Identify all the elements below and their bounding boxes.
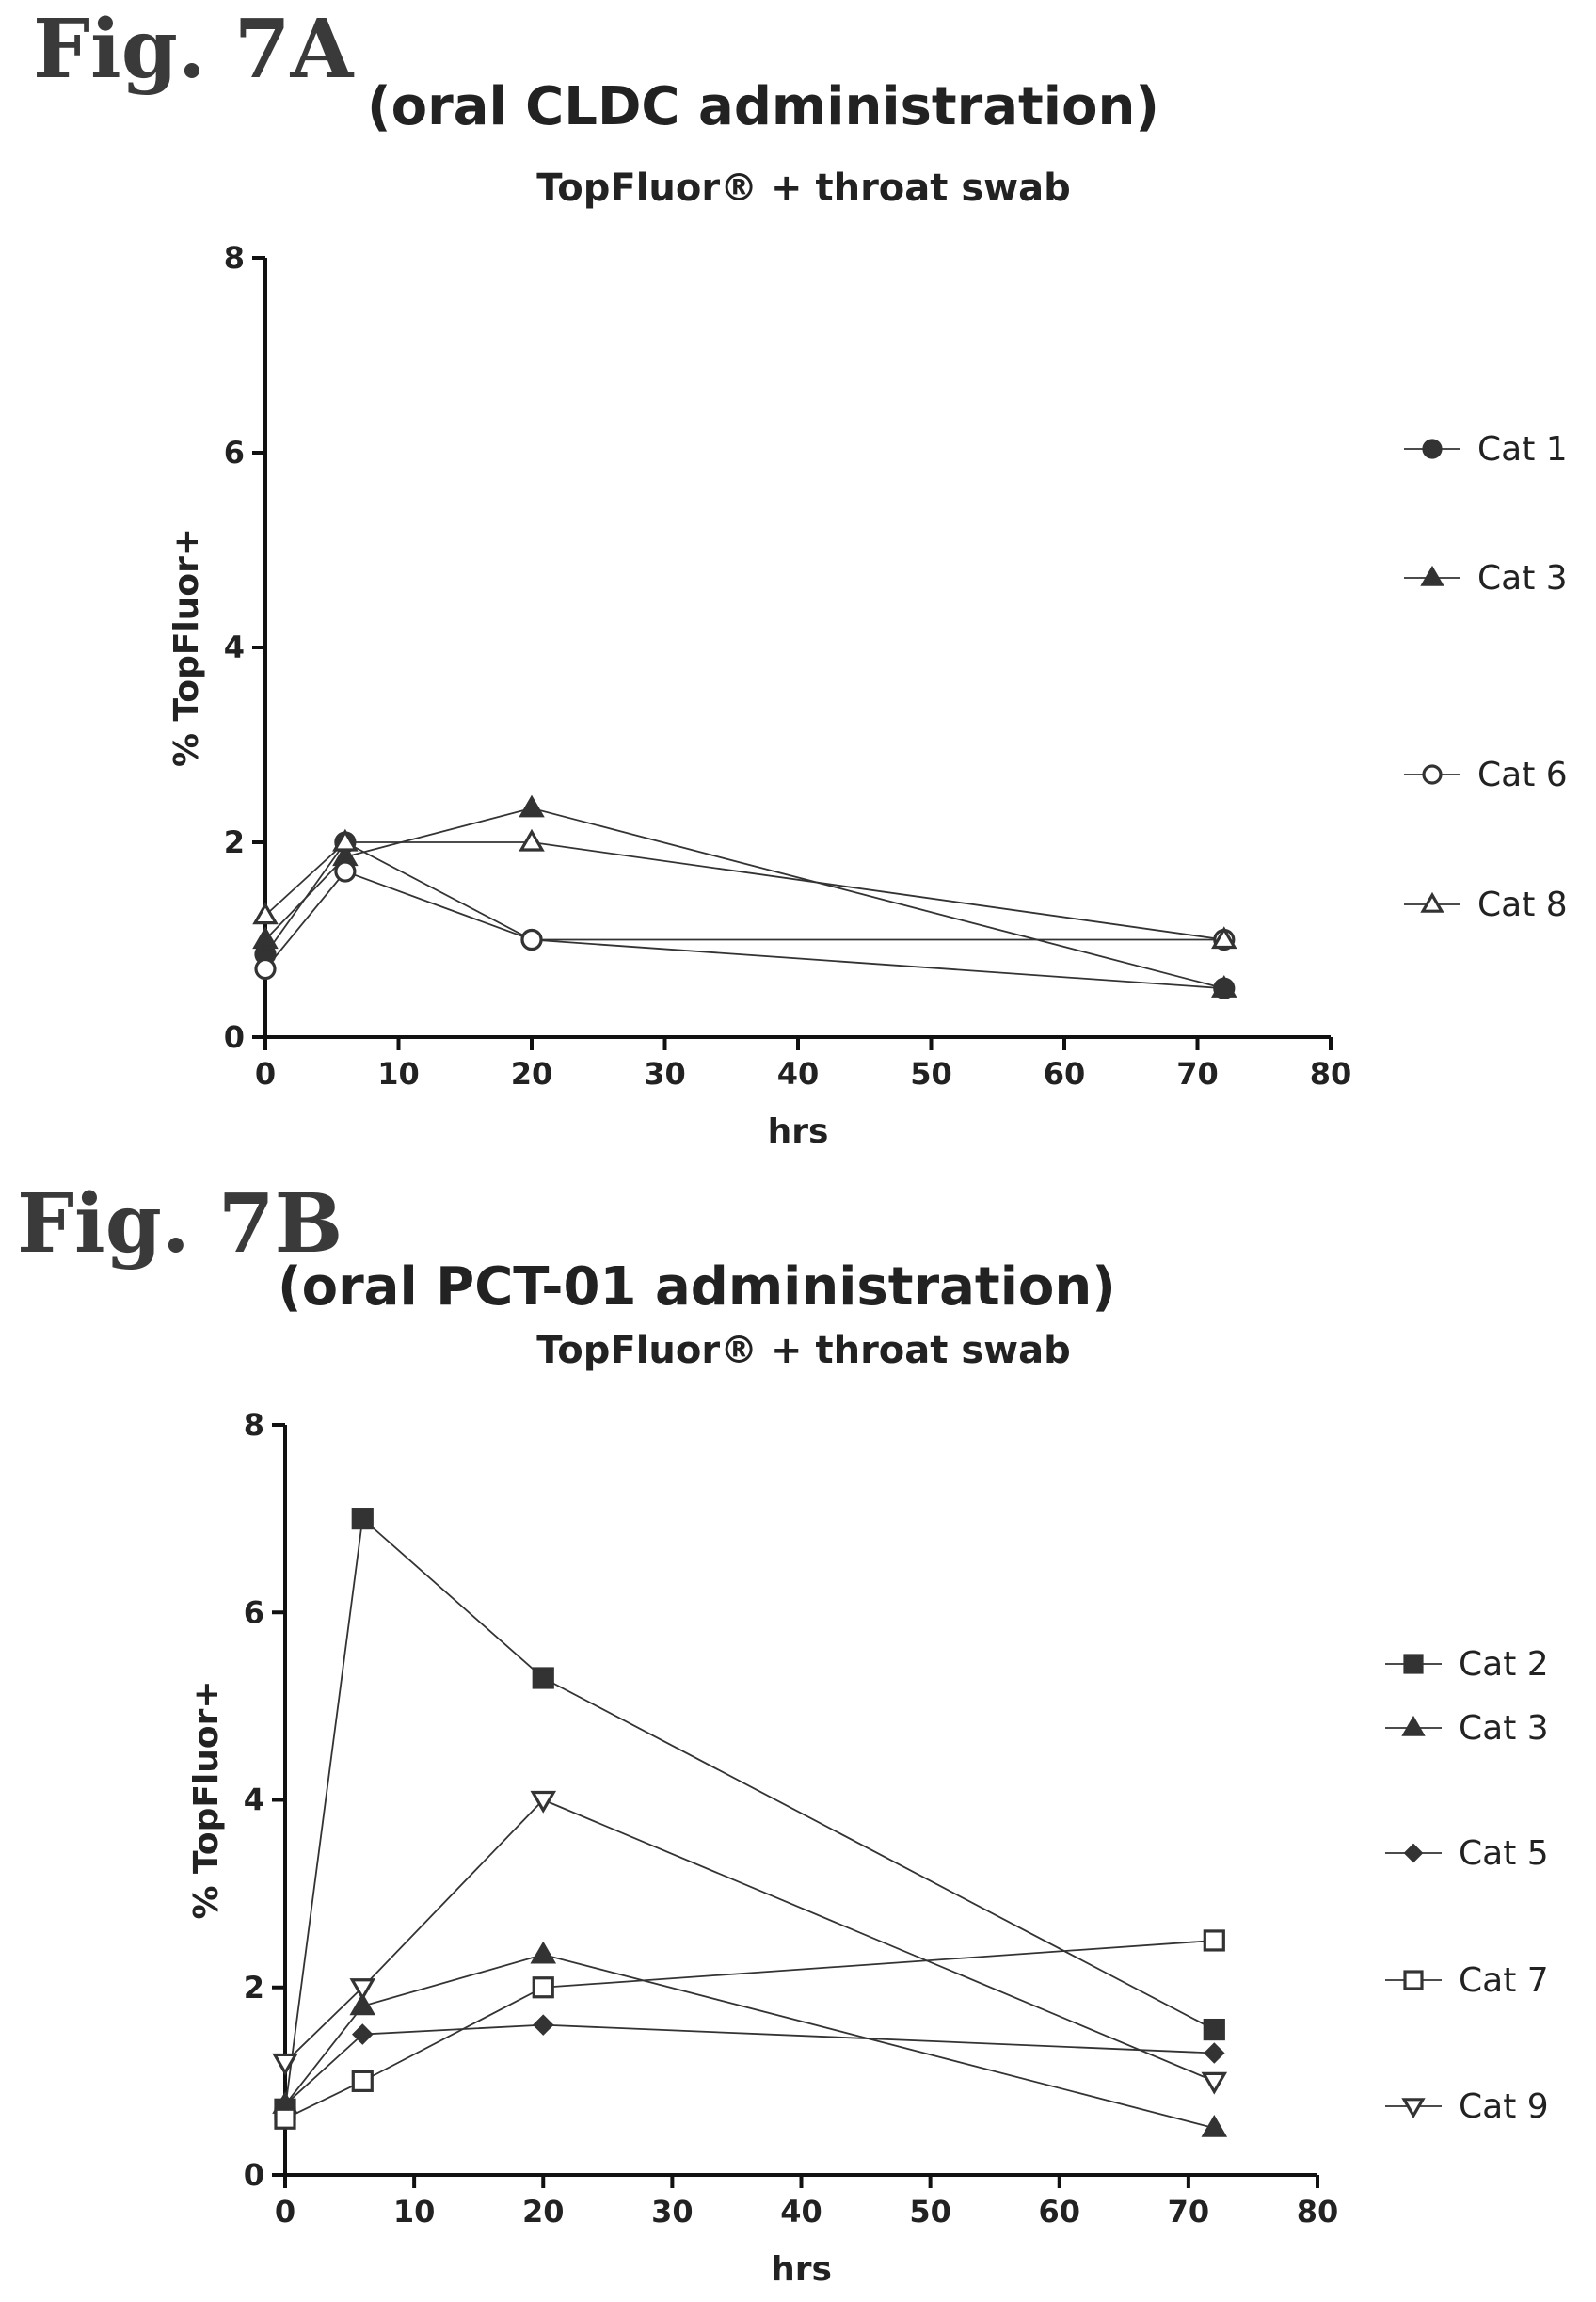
data-point-cat-8 <box>519 828 545 852</box>
y-tick-label: 2 <box>224 824 245 860</box>
legend-label: Cat 9 <box>1459 2087 1549 2126</box>
legend-marker <box>1403 1843 1424 1863</box>
data-point-cat-9 <box>1201 2071 1228 2095</box>
legend-marker <box>1422 439 1443 459</box>
data-point-cat-7 <box>351 2070 374 2092</box>
legend-label: Cat 7 <box>1459 1961 1549 2000</box>
legend-label: Cat 2 <box>1459 1645 1549 1684</box>
data-point-cat-9 <box>272 2053 298 2076</box>
data-point-cat-5 <box>532 2014 554 2036</box>
legend-label: Cat 6 <box>1477 756 1568 794</box>
x-tick-label: 30 <box>644 1056 686 1092</box>
x-tick-label: 50 <box>910 1056 952 1092</box>
x-tick-label: 70 <box>1168 2194 1210 2230</box>
y-axis-label: % TopFluor+ <box>187 1680 226 1919</box>
x-tick-label: 10 <box>377 1056 420 1092</box>
x-tick-label: 10 <box>393 2194 436 2230</box>
series-line-cat-2 <box>284 1516 1215 2110</box>
legend-marker <box>1420 565 1444 586</box>
data-point-cat-3 <box>519 794 545 818</box>
data-point-cat-9 <box>349 1978 376 2001</box>
chart-title-7a: TopFluor® + throat swab <box>536 167 1070 210</box>
data-point-cat-3 <box>1211 975 1237 998</box>
data-point-cat-3 <box>349 1992 376 2016</box>
series-line-cat-3 <box>264 807 1225 990</box>
legend-label: Cat 8 <box>1477 886 1568 924</box>
y-tick-label: 0 <box>244 2157 264 2193</box>
x-tick-label: 50 <box>909 2194 951 2230</box>
figure-label-7b: Fig. 7B <box>17 1176 343 1271</box>
y-tick-label: 4 <box>224 630 245 665</box>
data-point-cat-7 <box>532 1976 554 1999</box>
data-point-cat-6 <box>254 957 277 981</box>
data-point-cat-7 <box>274 2107 296 2130</box>
y-axis-label: % TopFluor+ <box>168 528 206 767</box>
data-point-cat-6 <box>520 928 543 951</box>
data-point-cat-5 <box>1204 2042 1225 2064</box>
series-line-cat-3 <box>284 1953 1215 2130</box>
y-tick-label: 4 <box>244 1782 264 1818</box>
data-point-cat-5 <box>352 2023 374 2045</box>
x-tick-label: 40 <box>780 2194 822 2230</box>
legend-marker <box>1401 1715 1426 1736</box>
x-axis-label: hrs <box>771 2250 832 2289</box>
legend-marker <box>1420 891 1444 913</box>
legend-label: Cat 3 <box>1477 559 1568 598</box>
data-point-cat-6 <box>334 860 357 883</box>
x-tick-label: 70 <box>1176 1056 1219 1092</box>
x-tick-label: 20 <box>522 2194 565 2230</box>
y-tick-label: 6 <box>244 1594 264 1630</box>
figure-label-7a: Fig. 7A <box>33 2 355 97</box>
y-tick-label: 8 <box>244 1407 264 1443</box>
x-tick-label: 60 <box>1044 1056 1086 1092</box>
series-line-cat-7 <box>284 1940 1215 2120</box>
x-tick-label: 0 <box>275 2194 295 2230</box>
series-line-cat-9 <box>284 1798 1215 2083</box>
legend-marker <box>1403 1970 1424 1990</box>
x-tick-label: 80 <box>1310 1056 1352 1092</box>
figure-subtitle-7b: (oral PCT-01 administration) <box>278 1256 1116 1318</box>
y-tick-label: 8 <box>224 240 245 276</box>
series-line-cat-5 <box>284 2023 1215 2105</box>
legend-marker <box>1422 764 1443 785</box>
x-axis-label: hrs <box>768 1112 829 1151</box>
data-point-cat-8 <box>332 828 359 852</box>
legend-label: Cat 3 <box>1459 1709 1549 1748</box>
data-point-cat-8 <box>252 902 279 925</box>
data-point-cat-8 <box>1211 926 1237 950</box>
legend-label: Cat 5 <box>1459 1834 1549 1873</box>
figure-subtitle-7a: (oral CLDC administration) <box>367 76 1159 137</box>
data-point-cat-2 <box>532 1667 554 1689</box>
data-point-cat-2 <box>351 1508 374 1530</box>
y-tick-label: 6 <box>224 435 245 471</box>
legend-marker <box>1403 1654 1424 1674</box>
legend-marker <box>1401 2098 1426 2119</box>
data-point-cat-7 <box>1203 1929 1225 1952</box>
x-tick-label: 60 <box>1038 2194 1080 2230</box>
data-point-cat-3 <box>530 1941 557 1964</box>
x-tick-label: 30 <box>651 2194 694 2230</box>
data-point-cat-3 <box>252 926 279 950</box>
series-line-cat-8 <box>264 841 1224 941</box>
chart-title-7b: TopFluor® + throat swab <box>536 1329 1070 1372</box>
x-tick-label: 20 <box>511 1056 553 1092</box>
y-tick-label: 2 <box>244 1970 264 2006</box>
x-tick-label: 0 <box>255 1056 276 1092</box>
legend-label: Cat 1 <box>1477 430 1568 469</box>
x-tick-label: 80 <box>1297 2194 1339 2230</box>
data-point-cat-9 <box>530 1790 557 1814</box>
y-tick-label: 0 <box>224 1019 245 1055</box>
data-point-cat-2 <box>1203 2018 1225 2041</box>
data-point-cat-3 <box>1201 2114 1228 2137</box>
x-tick-label: 40 <box>777 1056 820 1092</box>
series-line-cat-6 <box>264 870 1224 970</box>
